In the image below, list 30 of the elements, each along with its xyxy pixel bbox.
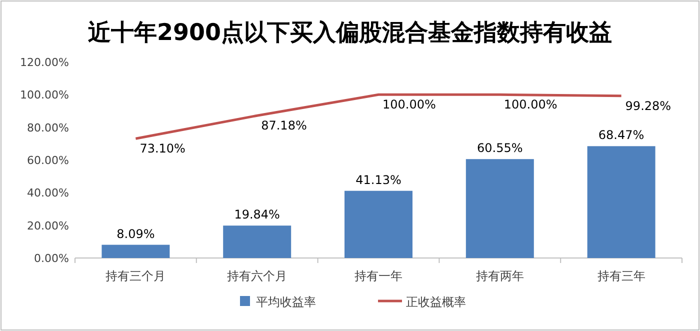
data-label: 8.09%	[116, 226, 155, 241]
legend-label: 平均收益率	[256, 295, 316, 309]
y-tick-label: 60.00%	[27, 154, 69, 167]
chart-title: 近十年2900点以下买入偏股混合基金指数持有收益	[86, 20, 612, 46]
data-label: 19.84%	[234, 208, 280, 222]
bar	[466, 159, 534, 258]
data-label: 68.47%	[598, 128, 644, 142]
y-tick-label: 100.00%	[20, 88, 69, 102]
data-label: 99.28%	[625, 98, 672, 113]
data-label: 73.10%	[140, 142, 186, 156]
y-tick-label: 0.00%	[34, 252, 69, 265]
y-tick-label: 40.00%	[27, 186, 69, 200]
bar	[344, 190, 412, 258]
data-label: 60.55%	[477, 141, 523, 156]
x-tick-label: 持有六个月	[227, 269, 288, 283]
data-label: 41.13%	[356, 172, 402, 187]
bar	[102, 244, 170, 258]
x-tick-label: 持有三个月	[106, 269, 166, 283]
legend-label: 正收益概率	[406, 295, 466, 309]
x-tick-label: 持有一年	[354, 269, 402, 283]
y-tick-label: 80.00%	[27, 121, 69, 134]
y-tick-label: 20.00%	[27, 219, 69, 232]
data-label: 100.00%	[504, 98, 558, 112]
data-label: 87.18%	[261, 118, 307, 133]
bar	[223, 226, 292, 258]
data-label: 100.00%	[382, 98, 436, 112]
y-tick-label: 120.00%	[20, 56, 69, 69]
x-tick-label: 持有两年	[476, 269, 524, 283]
x-tick-label: 持有三年	[597, 269, 646, 283]
bar	[587, 146, 656, 258]
